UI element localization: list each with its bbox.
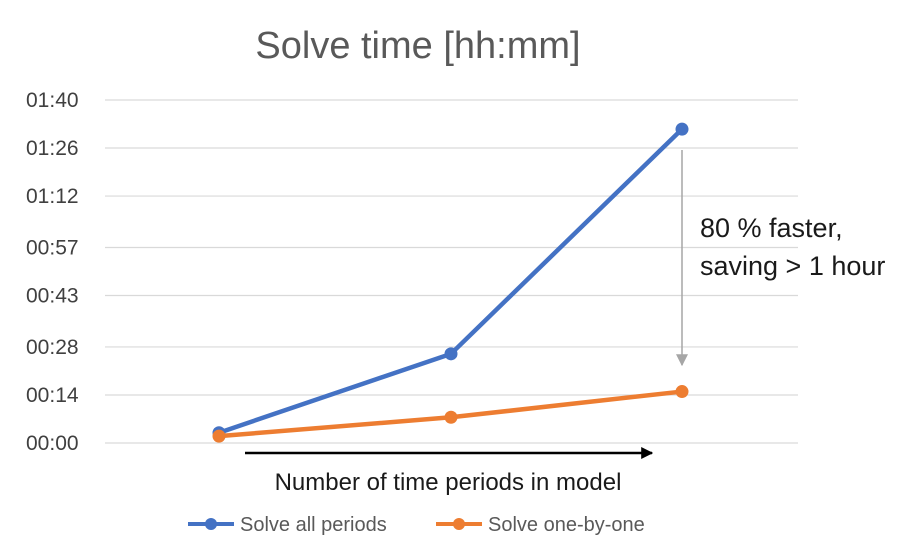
legend: Solve all periods Solve one-by-one bbox=[188, 514, 645, 536]
gridlines bbox=[105, 99, 798, 444]
chart-title: Solve time [hh:mm] bbox=[255, 25, 580, 67]
series-line-solve-all-periods bbox=[218, 127, 684, 435]
legend-marker-solve-all-periods bbox=[205, 518, 217, 530]
legend-item-solve-all-periods: Solve all periods bbox=[188, 514, 387, 536]
y-tick-label: 01:12 bbox=[26, 185, 79, 208]
annotation-line-2: saving > 1 hour bbox=[700, 251, 885, 281]
legend-label-solve-all-periods: Solve all periods bbox=[240, 514, 387, 536]
y-tick-label: 01:40 bbox=[26, 89, 79, 112]
legend-item-solve-one-by-one: Solve one-by-one bbox=[436, 514, 645, 536]
legend-marker-solve-one-by-one bbox=[453, 518, 465, 530]
series-group bbox=[212, 122, 689, 443]
legend-label-solve-one-by-one: Solve one-by-one bbox=[488, 514, 645, 536]
data-point-solve-one-by-one bbox=[675, 385, 689, 399]
data-point-solve-one-by-one bbox=[212, 429, 226, 443]
annotation-line-1: 80 % faster, bbox=[700, 213, 843, 243]
y-tick-label: 00:14 bbox=[26, 384, 79, 407]
y-axis-tick-labels: 00:00 00:14 00:28 00:43 00:57 01:12 01:26 01:40 bbox=[26, 89, 79, 455]
x-axis-label: Number of time periods in model bbox=[275, 469, 622, 496]
data-point-solve-all-periods bbox=[444, 347, 458, 361]
data-point-solve-all-periods bbox=[675, 122, 689, 136]
y-tick-label: 00:00 bbox=[26, 432, 79, 455]
y-tick-label: 00:57 bbox=[26, 236, 79, 259]
y-tick-label: 01:26 bbox=[26, 137, 79, 160]
y-tick-label: 00:28 bbox=[26, 336, 79, 359]
data-point-solve-one-by-one bbox=[444, 410, 458, 424]
y-tick-label: 00:43 bbox=[26, 285, 79, 308]
